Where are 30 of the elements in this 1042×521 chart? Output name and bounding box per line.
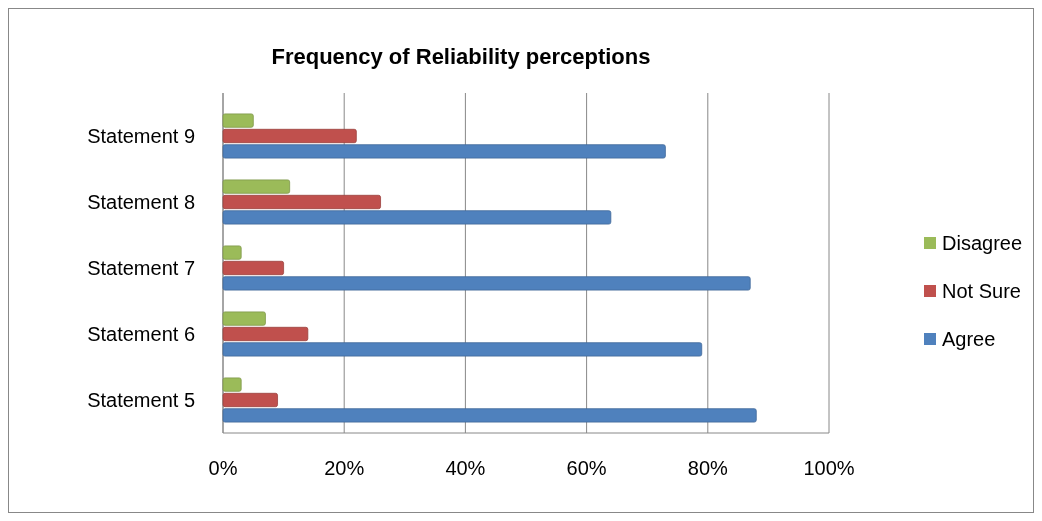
bar (222, 210, 612, 225)
y-tick-label: Statement 5 (87, 389, 195, 411)
legend-label: Not Sure (942, 280, 1021, 302)
bar (222, 113, 254, 128)
bar (222, 311, 266, 326)
y-tick-label: Statement 9 (87, 125, 195, 147)
legend-label: Disagree (942, 232, 1023, 254)
y-tick-label: Statement 6 (87, 323, 195, 345)
bar (222, 377, 242, 392)
legend-label: Agree (942, 328, 996, 350)
x-tick-label: 20% (324, 457, 365, 479)
x-tick-label: 80% (687, 457, 729, 479)
bar (222, 342, 703, 357)
bar (222, 326, 309, 342)
chart-title: Frequency of Reliability perceptions (271, 44, 651, 69)
bar (222, 144, 666, 159)
bar (222, 245, 242, 260)
bar (222, 276, 751, 291)
y-tick-label: Statement 7 (87, 257, 195, 279)
x-tick-label: 60% (566, 457, 607, 479)
bar (222, 128, 357, 144)
x-tick-label: 0% (208, 457, 238, 479)
bar (222, 260, 284, 276)
bar (222, 392, 278, 408)
x-tick-label: 40% (445, 457, 486, 479)
y-tick-label: Statement 8 (87, 191, 195, 213)
bar (222, 408, 757, 423)
bar (222, 179, 291, 194)
x-tick-label: 100% (803, 457, 855, 479)
bar (222, 194, 381, 210)
